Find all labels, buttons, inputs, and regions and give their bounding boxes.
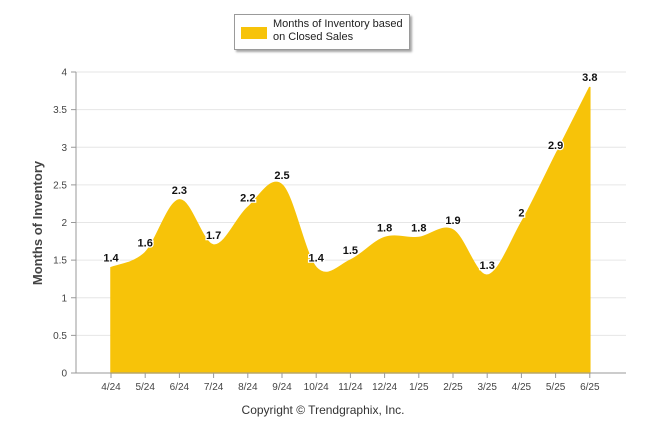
y-tick-label: 0.5 (53, 331, 67, 342)
y-tick-label: 4 (61, 68, 67, 79)
y-tick-label: 0 (61, 369, 67, 380)
data-label: 2 (518, 208, 524, 220)
x-tick-label: 8/24 (238, 382, 258, 393)
data-labels: 1.4 1.6 2.3 1.7 2.2 2.5 1.4 1.5 1.8 1.8 1.9 1.3 2 2.9… (102, 71, 599, 274)
y-tick-label: 3.5 (53, 105, 67, 116)
x-tick-label: 7/24 (204, 382, 224, 393)
data-label: 1.4 (309, 253, 325, 265)
x-tick-label: 1/25 (409, 382, 429, 393)
data-label: 1.3 (480, 260, 495, 272)
x-tick-label: 5/24 (135, 382, 155, 393)
y-tick-label: 2.5 (53, 180, 67, 191)
data-label: 1.4 (103, 253, 119, 265)
x-tick-label: 2/25 (443, 382, 463, 393)
data-label: 3.8 (582, 72, 597, 84)
data-label: 1.5 (343, 245, 358, 257)
legend-label: Months of Inventory based on Closed Sale… (273, 18, 403, 43)
x-tick-label: 6/24 (170, 382, 190, 393)
data-label: 1.8 (377, 223, 392, 235)
x-tick-label: 5/25 (546, 382, 566, 393)
x-tick-label: 12/24 (372, 382, 397, 393)
x-tick-label: 10/24 (304, 382, 329, 393)
legend-swatch (241, 27, 267, 39)
y-tick-label: 3 (61, 143, 67, 154)
y-tick-label: 1 (61, 293, 67, 304)
data-label: 2.3 (172, 185, 187, 197)
legend: Months of Inventory based on Closed Sale… (234, 14, 410, 50)
data-label: 1.8 (411, 223, 426, 235)
area-series (110, 86, 591, 374)
data-label: 1.9 (445, 215, 460, 227)
x-tick-label: 3/25 (477, 382, 497, 393)
y-axis-title: Months of Inventory (30, 160, 45, 285)
x-tick-label: 11/24 (338, 382, 363, 393)
x-tick-label: 6/25 (580, 382, 600, 393)
axes: 0 0.5 1 1.5 2 2.5 3 3.5 4 4/24 5/24 6/24 7/24 8/24 9/2… (53, 68, 626, 393)
data-label: 1.7 (206, 230, 221, 242)
data-label: 1.6 (138, 238, 153, 250)
data-label: 2.9 (548, 140, 563, 152)
data-label: 2.2 (240, 192, 255, 204)
y-tick-label: 2 (61, 218, 67, 229)
x-tick-label: 4/25 (512, 382, 532, 393)
copyright-text: Copyright © Trendgraphix, Inc. (241, 403, 405, 417)
x-tick-label: 4/24 (101, 382, 121, 393)
y-tick-label: 1.5 (53, 256, 67, 267)
area-fill (110, 86, 591, 374)
data-label: 2.5 (274, 170, 289, 182)
x-tick-label: 9/24 (272, 382, 292, 393)
